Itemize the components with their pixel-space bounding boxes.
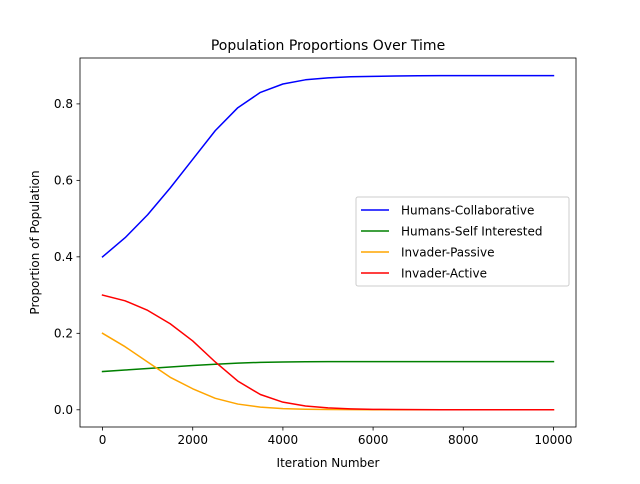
x-tick-label: 2000 <box>177 433 208 447</box>
x-tick-label: 0 <box>99 433 107 447</box>
x-axis-label: Iteration Number <box>277 456 380 470</box>
legend-label-3: Invader-Passive <box>401 245 494 259</box>
x-tick-label: 4000 <box>268 433 299 447</box>
y-axis-ticks: 0.0 0.2 0.4 0.6 0.8 <box>54 97 80 417</box>
legend-box <box>355 196 570 287</box>
x-axis-ticks: 0 2000 4000 6000 8000 10000 <box>99 427 573 447</box>
y-axis-label: Proportion of Population <box>28 170 42 314</box>
legend-label-2: Humans-Self Interested <box>401 224 542 238</box>
series-layer <box>101 74 555 411</box>
series-line-2 <box>101 360 555 373</box>
y-tick-label: 0.4 <box>54 250 73 264</box>
x-tick-label: 6000 <box>358 433 389 447</box>
y-tick-label: 0.6 <box>54 174 73 188</box>
legend: Humans-Collaborative Humans-Self Interest… <box>355 196 570 287</box>
y-tick-label: 0.0 <box>54 403 73 417</box>
chart-title: Population Proportions Over Time <box>211 38 445 54</box>
y-tick-label: 0.8 <box>54 97 73 111</box>
y-tick-label: 0.2 <box>54 327 73 341</box>
plot-area-frame <box>79 57 577 428</box>
series-line-4 <box>101 294 555 411</box>
x-tick-label: 10000 <box>534 433 572 447</box>
legend-label-4: Invader-Active <box>401 266 487 280</box>
legend-label-1: Humans-Collaborative <box>401 203 534 217</box>
x-tick-label: 8000 <box>448 433 479 447</box>
series-line-1 <box>101 74 555 258</box>
